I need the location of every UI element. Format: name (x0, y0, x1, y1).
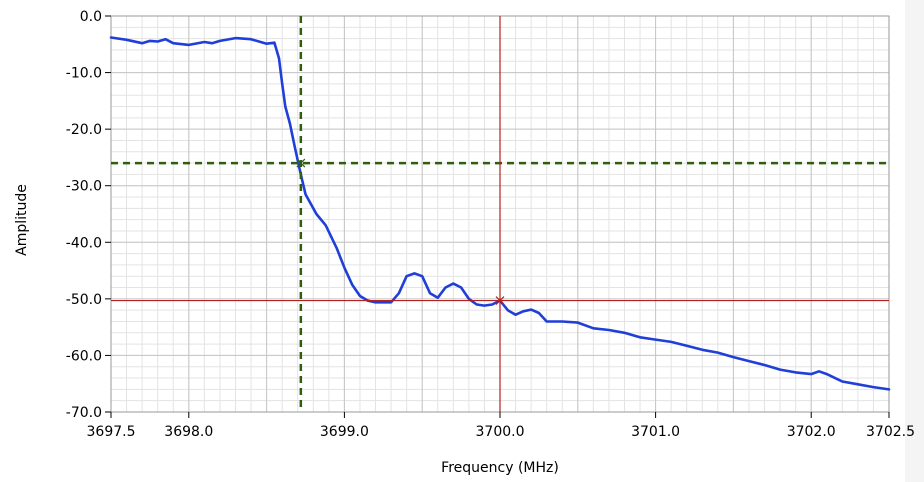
y-tick-label: -20.0 (66, 122, 102, 138)
x-tick-label: 3702.5 (866, 424, 915, 440)
y-tick-label: -70.0 (66, 405, 102, 421)
cursor-layer (111, 16, 889, 412)
series-line (109, 36, 891, 391)
y-tick-label: -30.0 (66, 179, 102, 195)
cursor-marker[interactable] (296, 158, 306, 168)
y-tick-label: -40.0 (66, 235, 102, 251)
x-tick-label: 3700.0 (476, 424, 525, 440)
y-tick-label: -60.0 (66, 348, 102, 364)
x-tick-label: 3697.5 (87, 424, 136, 440)
series-layer (109, 36, 891, 391)
x-tick-label: 3699.0 (320, 424, 369, 440)
x-tick-label: 3702.0 (787, 424, 836, 440)
axes-layer: 0.0 -10.0 -20.0 -30.0 -40.0 -50.0 -60.0 -70.0 36… (66, 9, 915, 440)
y-axis-title: Amplitude (14, 184, 30, 256)
panel-right-edge (905, 0, 924, 482)
x-axis-title: Frequency (MHz) (441, 460, 559, 476)
y-tick-label: -10.0 (66, 66, 102, 82)
cursor-marker[interactable] (495, 296, 505, 305)
y-tick-label: -50.0 (66, 292, 102, 308)
x-tick-label: 3701.0 (631, 424, 680, 440)
y-tick-label: 0.0 (80, 9, 102, 25)
x-tick-label: 3698.0 (164, 424, 213, 440)
